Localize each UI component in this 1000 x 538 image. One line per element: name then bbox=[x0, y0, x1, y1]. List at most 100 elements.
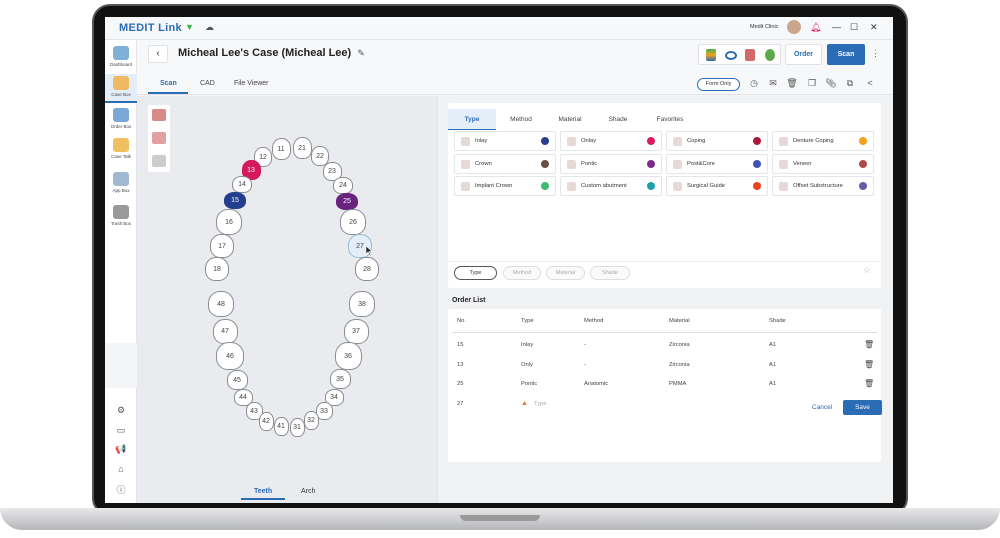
sidebar-item-case-talk[interactable]: Case Talk bbox=[105, 136, 137, 165]
type-option-implant-crown[interactable]: Implant Crown bbox=[454, 176, 556, 196]
delete-icon[interactable]: 🗑︎ bbox=[786, 78, 798, 88]
type-option-veneer[interactable]: Veneer bbox=[772, 153, 874, 174]
tab-material[interactable]: Material bbox=[558, 116, 582, 123]
avatar[interactable] bbox=[787, 20, 801, 34]
tooth-34[interactable]: 34 bbox=[324, 388, 344, 406]
type-option-surgical-guide[interactable]: Surgical Guide bbox=[666, 176, 768, 196]
home-icon[interactable]: ⌂ bbox=[118, 463, 124, 474]
mail-icon[interactable]: ✉ bbox=[769, 78, 777, 88]
tooth-43[interactable]: 43 bbox=[245, 402, 263, 420]
type-option-denture-coping[interactable]: Denture Coping bbox=[772, 131, 874, 151]
type-option-onlay[interactable]: Onlay bbox=[560, 131, 662, 151]
tooth-31[interactable]: 31 bbox=[289, 417, 305, 437]
tooth-36[interactable]: 36 bbox=[334, 342, 362, 370]
share-icon[interactable]: < bbox=[867, 78, 873, 88]
tooth-26[interactable]: 26 bbox=[340, 209, 366, 235]
tooth-35[interactable]: 35 bbox=[329, 369, 351, 389]
tooth-25[interactable]: 25 bbox=[336, 192, 358, 210]
sidebar-item-dashboard[interactable]: Dashboard bbox=[105, 44, 137, 73]
tooth-32[interactable]: 32 bbox=[303, 410, 319, 430]
info-icon[interactable]: ⓘ bbox=[116, 485, 126, 495]
megaphone-icon[interactable]: 📢 bbox=[115, 444, 127, 454]
table-row[interactable]: 25 Pontic Anatomic PMMA A1 🗑︎ bbox=[448, 379, 881, 395]
tooth-44[interactable]: 44 bbox=[233, 388, 253, 406]
tooth-48[interactable]: 48 bbox=[208, 291, 234, 317]
tooth-16[interactable]: 16 bbox=[216, 209, 242, 235]
history-icon[interactable]: ◷ bbox=[750, 78, 758, 88]
tooth-18[interactable]: 18 bbox=[205, 257, 229, 281]
edit-pencil-icon[interactable]: ✎ bbox=[357, 47, 365, 58]
tab-favorites[interactable]: Favorites bbox=[656, 116, 684, 123]
sidebar-item-case-box[interactable]: Case Box bbox=[105, 74, 137, 103]
tab-cad[interactable]: CAD bbox=[200, 80, 215, 87]
sidebar-item-trash-box[interactable]: Trash Box bbox=[105, 203, 137, 232]
tooth-28[interactable]: 28 bbox=[355, 257, 379, 281]
export-icon[interactable]: ⧉ bbox=[846, 78, 854, 88]
filter-type[interactable]: Type bbox=[454, 266, 497, 280]
save-button[interactable]: Save bbox=[843, 400, 882, 415]
tab-teeth[interactable]: Teeth bbox=[254, 488, 273, 495]
tooth-21[interactable]: 21 bbox=[292, 137, 312, 159]
tooth-22[interactable]: 22 bbox=[311, 146, 329, 166]
delete-row-icon[interactable]: 🗑︎ bbox=[864, 340, 875, 349]
cancel-button[interactable]: Cancel bbox=[812, 404, 833, 411]
tab-arch[interactable]: Arch bbox=[301, 488, 316, 495]
settings-icon[interactable]: ⚙ bbox=[116, 405, 126, 415]
tooth-27[interactable]: 27 bbox=[348, 234, 372, 258]
tooth-38[interactable]: 38 bbox=[349, 291, 375, 317]
folder-icon[interactable]: ▭ bbox=[116, 424, 126, 435]
scanner-icon[interactable] bbox=[706, 49, 716, 61]
maximize-icon[interactable]: ☐ bbox=[850, 22, 859, 32]
tooth-15[interactable]: 15 bbox=[224, 191, 246, 209]
type-option-pontic[interactable]: Pontic bbox=[560, 153, 662, 174]
tab-method[interactable]: Method bbox=[510, 116, 532, 123]
fit-view-icon[interactable] bbox=[152, 155, 166, 167]
tooth-11[interactable]: 11 bbox=[271, 138, 291, 160]
filter-material[interactable]: Material bbox=[546, 266, 585, 280]
viewer-icon[interactable] bbox=[765, 49, 775, 61]
tab-file-viewer[interactable]: File Viewer bbox=[234, 80, 269, 87]
filter-method[interactable]: Method bbox=[503, 266, 541, 280]
tooth-23[interactable]: 23 bbox=[322, 161, 342, 181]
type-option-offset-substructure[interactable]: Offset Substructure bbox=[772, 176, 874, 196]
back-button[interactable]: ‹ bbox=[148, 45, 168, 63]
filter-shade[interactable]: Shade bbox=[590, 266, 630, 280]
type-option-coping[interactable]: Coping bbox=[666, 131, 768, 151]
table-row[interactable]: 13 Only - Zirconia A1 🗑︎ bbox=[448, 359, 881, 376]
delete-row-icon[interactable]: 🗑︎ bbox=[864, 379, 875, 388]
tooth-41[interactable]: 41 bbox=[273, 416, 289, 436]
tooth-37[interactable]: 37 bbox=[343, 318, 369, 344]
table-row[interactable]: 27 ▲ Type bbox=[448, 400, 881, 415]
notification-icon[interactable]: 🔔︎ bbox=[810, 22, 822, 32]
scan-button[interactable]: Scan bbox=[827, 44, 865, 65]
copy-icon[interactable]: ❐ bbox=[807, 78, 817, 88]
type-option-inlay[interactable]: Inlay bbox=[454, 131, 556, 151]
type-option-custom-abutment[interactable]: Custom abutment bbox=[560, 176, 662, 196]
type-option-post-core[interactable]: Post&Core bbox=[666, 153, 768, 174]
tab-type[interactable]: Type bbox=[448, 109, 496, 130]
attach-icon[interactable]: 📎︎ bbox=[825, 78, 837, 88]
sidebar-item-app-box[interactable]: App Box bbox=[105, 170, 137, 199]
tooth-33[interactable]: 33 bbox=[315, 402, 333, 420]
sidebar-item-order-box[interactable]: Order Box bbox=[105, 106, 137, 135]
tab-scan[interactable]: Scan bbox=[160, 80, 177, 87]
type-option-crown[interactable]: Crown bbox=[454, 153, 556, 174]
tooth-17[interactable]: 17 bbox=[210, 234, 234, 258]
more-icon[interactable]: ⋮ bbox=[871, 48, 880, 58]
tooth-45[interactable]: 45 bbox=[226, 370, 248, 390]
tooth-24[interactable]: 24 bbox=[333, 176, 353, 194]
arch-icon[interactable] bbox=[725, 51, 737, 60]
close-icon[interactable]: ✕ bbox=[870, 22, 878, 32]
favorite-star-icon[interactable]: ☆ bbox=[863, 265, 872, 275]
tooth-42[interactable]: 42 bbox=[258, 411, 274, 431]
minimize-icon[interactable]: — bbox=[832, 22, 841, 32]
tooth-14[interactable]: 14 bbox=[232, 175, 252, 193]
tooth-47[interactable]: 47 bbox=[212, 318, 238, 344]
tooth-46[interactable]: 46 bbox=[216, 342, 244, 370]
model-icon[interactable] bbox=[745, 49, 755, 61]
delete-row-icon[interactable]: 🗑︎ bbox=[864, 359, 875, 369]
table-row[interactable]: 15 Inlay - Zirconia A1 🗑︎ bbox=[448, 340, 881, 356]
form-only-button[interactable]: Form Only bbox=[697, 78, 740, 91]
tab-shade[interactable]: Shade bbox=[608, 116, 628, 123]
lower-jaw-icon[interactable] bbox=[152, 132, 166, 144]
